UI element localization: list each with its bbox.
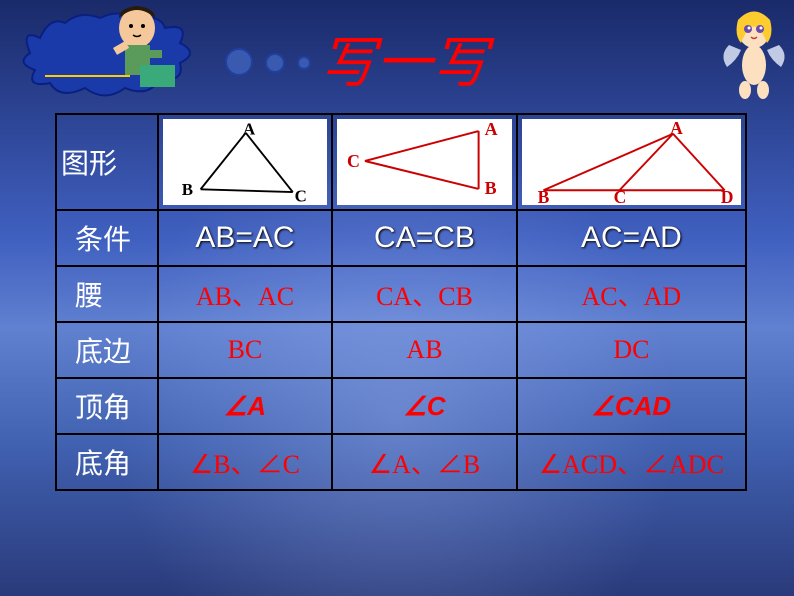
figure-cell-1: A B C	[158, 114, 333, 210]
apex-1: ∠A	[158, 378, 333, 434]
leg-3: AC、AD	[517, 266, 746, 322]
baseangle-3: ∠ACD、∠ADC	[517, 434, 746, 490]
baseangle-2: ∠A、∠B	[332, 434, 517, 490]
boy-character	[85, 0, 190, 95]
base-1: BC	[158, 322, 333, 378]
condition-1: AB=AC	[158, 210, 333, 266]
leg-2: CA、CB	[332, 266, 517, 322]
svg-text:B: B	[181, 180, 192, 199]
condition-2: CA=CB	[332, 210, 517, 266]
row-label-base: 底边	[56, 322, 158, 378]
row-label-figure: 图形	[56, 114, 158, 210]
leg-1: AB、AC	[158, 266, 333, 322]
angel-character	[719, 5, 789, 100]
row-label-leg: 腰	[56, 266, 158, 322]
svg-text:B: B	[537, 187, 549, 205]
baseangle-1: ∠B、∠C	[158, 434, 333, 490]
condition-3: AC=AD	[517, 210, 746, 266]
svg-text:D: D	[721, 187, 734, 205]
row-label-apex: 顶角	[56, 378, 158, 434]
triangle-table: 图形 ABC ABC ABCD 条件 AB=AC CA=CB AC=AD 腰 A…	[55, 113, 747, 491]
apex-2: ∠C	[332, 378, 517, 434]
figure-cell-2: A B C	[332, 114, 517, 210]
slide-title: 写一写	[320, 18, 488, 99]
base-3: DC	[517, 322, 746, 378]
svg-text:A: A	[243, 120, 256, 139]
base-2: AB	[332, 322, 517, 378]
figure-cell-3: A B C D	[517, 114, 746, 210]
svg-text:C: C	[347, 151, 360, 171]
svg-text:B: B	[485, 178, 497, 198]
row-label-baseangle: 底角	[56, 434, 158, 490]
svg-text:A: A	[485, 119, 498, 139]
row-label-condition: 条件	[56, 210, 158, 266]
thought-dots	[225, 48, 319, 81]
svg-text:A: A	[670, 119, 683, 138]
apex-3: ∠CAD	[517, 378, 746, 434]
svg-text:C: C	[294, 186, 306, 205]
svg-text:C: C	[613, 187, 626, 205]
